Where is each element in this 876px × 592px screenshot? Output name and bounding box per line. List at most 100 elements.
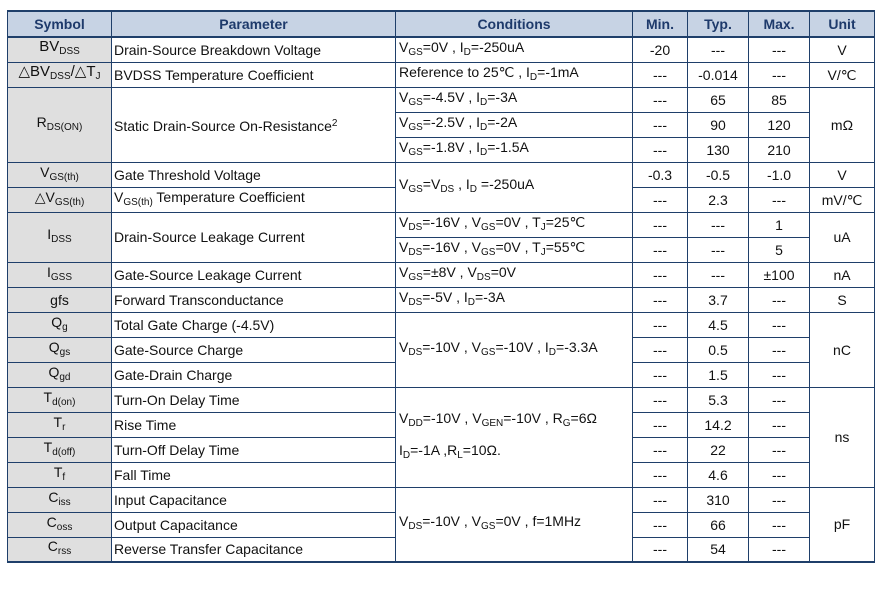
symbol-subscript: DSS bbox=[59, 46, 80, 58]
unit-cell: S bbox=[809, 286, 875, 313]
min-cell: --- bbox=[632, 436, 688, 463]
min-cell: --- bbox=[632, 511, 688, 538]
max-cell: --- bbox=[748, 461, 810, 488]
table-row: Tr Rise Time --- 14.2 --- bbox=[7, 411, 875, 438]
symbol-text: BV bbox=[39, 38, 60, 56]
typ-cell: 65 bbox=[687, 86, 749, 113]
typ-cell: 0.5 bbox=[687, 336, 749, 363]
min-cell: --- bbox=[632, 261, 688, 288]
typ-cell: 3.7 bbox=[687, 286, 749, 313]
table-row: RDS(ON) Static Drain-Source On-Resistanc… bbox=[7, 86, 875, 163]
symbol-cell: VGS(th) bbox=[7, 161, 112, 188]
table-row: Td(on) Turn-On Delay Time VDD=-10V , VGE… bbox=[7, 386, 875, 488]
typ-cell: 1.5 bbox=[687, 361, 749, 388]
unit-cell: V bbox=[809, 161, 875, 188]
table-row: Ciss Input Capacitance VDS=-10V , VGS=0V… bbox=[7, 486, 875, 563]
parameter-cell: Drain-Source Breakdown Voltage bbox=[111, 36, 396, 63]
table-row: △VGS(th) VGS(th) Temperature Coefficient… bbox=[7, 186, 875, 213]
typ-cell: 130 bbox=[687, 136, 749, 163]
max-cell: 85 bbox=[748, 86, 810, 113]
condition-cell: VGS=-2.5V , ID=-2A bbox=[395, 111, 633, 138]
header-min: Min. bbox=[632, 10, 688, 38]
typ-cell: 66 bbox=[687, 511, 749, 538]
max-cell: --- bbox=[748, 286, 810, 313]
max-cell: --- bbox=[748, 436, 810, 463]
min-cell: --- bbox=[632, 386, 688, 413]
typ-cell: --- bbox=[687, 261, 749, 288]
unit-cell: pF bbox=[809, 486, 875, 563]
parameter-cell: Forward Transconductance bbox=[111, 286, 396, 313]
parameter-cell: Reverse Transfer Capacitance bbox=[111, 536, 396, 563]
parameter-cell: Static Drain-Source On-Resistance2 bbox=[111, 86, 396, 163]
max-cell: --- bbox=[748, 511, 810, 538]
header-parameter: Parameter bbox=[111, 10, 396, 38]
table-row: Crss Reverse Transfer Capacitance --- 54… bbox=[7, 536, 875, 563]
unit-cell: uA bbox=[809, 211, 875, 263]
parameter-cell: Gate-Source Charge bbox=[111, 336, 396, 363]
table-row: Tf Fall Time --- 4.6 --- bbox=[7, 461, 875, 488]
max-cell: --- bbox=[748, 336, 810, 363]
table-row: IGSS Gate-Source Leakage Current VGS=±8V… bbox=[7, 261, 875, 288]
typ-cell: -0.014 bbox=[687, 61, 749, 88]
table-row: Coss Output Capacitance --- 66 --- bbox=[7, 511, 875, 538]
table-row: △BVDSS/△TJ BVDSS Temperature Coefficient… bbox=[7, 61, 875, 88]
table-row: gfs Forward Transconductance VDS=-5V , I… bbox=[7, 286, 875, 313]
symbol-cell: BVDSS bbox=[7, 36, 112, 63]
table-row: Qg Total Gate Charge (-4.5V) VDS=-10V , … bbox=[7, 311, 875, 388]
unit-cell: V bbox=[809, 36, 875, 63]
max-cell: --- bbox=[748, 186, 810, 213]
condition-cell: VDS=-16V , VGS=0V , TJ=55℃ bbox=[395, 236, 633, 263]
unit-cell: nA bbox=[809, 261, 875, 288]
condition-cell: VDD=-10V , VGEN=-10V , RG=6Ω ID=-1A ,RL=1… bbox=[395, 386, 633, 488]
symbol-cell: IGSS bbox=[7, 261, 112, 288]
min-cell: --- bbox=[632, 361, 688, 388]
symbol-cell: Tr bbox=[7, 411, 112, 438]
header-typ: Typ. bbox=[687, 10, 749, 38]
min-cell: -0.3 bbox=[632, 161, 688, 188]
symbol-cell: IDSS bbox=[7, 211, 112, 263]
condition-cell: VGS=-4.5V , ID=-3A bbox=[395, 86, 633, 113]
parameter-cell: Input Capacitance bbox=[111, 486, 396, 513]
table-row: VGS(th) Gate Threshold Voltage VGS=VDS ,… bbox=[7, 161, 875, 213]
unit-cell: ns bbox=[809, 386, 875, 488]
typ-cell: 4.6 bbox=[687, 461, 749, 488]
typ-cell: --- bbox=[687, 211, 749, 238]
min-cell: --- bbox=[632, 486, 688, 513]
min-cell: --- bbox=[632, 336, 688, 363]
max-cell: -1.0 bbox=[748, 161, 810, 188]
table-row: VGS=-1.8V , ID=-1.5A --- 130 210 bbox=[8, 136, 875, 163]
symbol-cell: Coss bbox=[7, 511, 112, 538]
unit-cell: mΩ bbox=[809, 86, 875, 163]
table-row: BVDSS Drain-Source Breakdown Voltage VGS… bbox=[7, 36, 875, 63]
symbol-cell: Qg bbox=[7, 311, 112, 338]
parameter-cell: Turn-On Delay Time bbox=[111, 386, 396, 413]
unit-cell: nC bbox=[809, 311, 875, 388]
min-cell: --- bbox=[632, 461, 688, 488]
condition-cell: VDS=-5V , ID=-3A bbox=[395, 286, 633, 313]
typ-cell: 310 bbox=[687, 486, 749, 513]
symbol-cell: Td(off) bbox=[7, 436, 112, 463]
symbol-cell: △VGS(th) bbox=[7, 186, 112, 213]
symbol-cell: Crss bbox=[7, 536, 112, 563]
typ-cell: --- bbox=[687, 36, 749, 63]
min-cell: --- bbox=[632, 411, 688, 438]
min-cell: --- bbox=[632, 111, 688, 138]
table-row: Qgs Gate-Source Charge --- 0.5 --- bbox=[7, 336, 875, 363]
condition-cell: VDS=-10V , VGS=-10V , ID=-3.3A bbox=[395, 311, 633, 388]
parameter-cell: Rise Time bbox=[111, 411, 396, 438]
min-cell: --- bbox=[632, 86, 688, 113]
max-cell: --- bbox=[748, 61, 810, 88]
min-cell: --- bbox=[632, 286, 688, 313]
min-cell: --- bbox=[632, 136, 688, 163]
symbol-cell: Ciss bbox=[7, 486, 112, 513]
header-symbol: Symbol bbox=[7, 10, 112, 38]
max-cell: --- bbox=[748, 411, 810, 438]
min-cell: --- bbox=[632, 536, 688, 563]
condition-cell: VGS=-1.8V , ID=-1.5A bbox=[395, 136, 633, 163]
max-cell: --- bbox=[748, 386, 810, 413]
max-cell: 5 bbox=[748, 236, 810, 263]
symbol-cell: △BVDSS/△TJ bbox=[7, 61, 112, 88]
header-unit: Unit bbox=[809, 10, 875, 38]
max-cell: --- bbox=[748, 486, 810, 513]
header-conditions: Conditions bbox=[395, 10, 633, 38]
